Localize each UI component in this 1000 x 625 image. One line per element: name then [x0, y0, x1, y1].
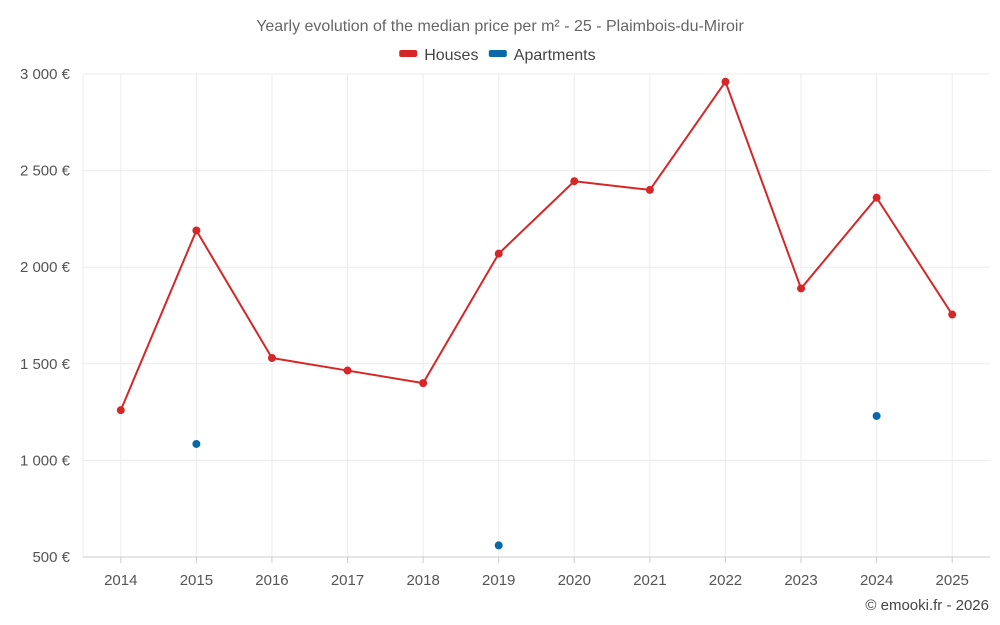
y-tick-label: 1 500 € — [20, 356, 71, 373]
x-tick-label: 2018 — [406, 572, 439, 589]
legend[interactable]: Houses Apartments — [399, 47, 596, 64]
x-tick-label: 2024 — [860, 572, 893, 589]
apartments-point-2019[interactable] — [494, 541, 503, 550]
legend-label-apartments: Apartments — [514, 47, 596, 64]
x-tick-label: 2015 — [180, 572, 213, 589]
houses-point-2024[interactable] — [872, 193, 881, 202]
x-tick-label: 2021 — [633, 572, 666, 589]
houses-point-2021[interactable] — [645, 185, 654, 194]
series-layer — [116, 77, 957, 550]
houses-point-2025[interactable] — [948, 310, 957, 319]
y-tick-label: 1 000 € — [20, 452, 71, 469]
houses-series-line — [119, 80, 954, 411]
x-tick-label: 2016 — [255, 572, 288, 589]
credit-text: © emooki.fr - 2026 — [865, 597, 989, 614]
houses-point-2020[interactable] — [570, 177, 579, 186]
houses-point-2022[interactable] — [721, 77, 730, 86]
grid-layer — [83, 73, 990, 557]
apartments-point-2024[interactable] — [872, 411, 881, 420]
y-tick-label: 2 000 € — [20, 259, 71, 276]
houses-point-2019[interactable] — [494, 249, 503, 258]
legend-swatch-apartments — [488, 50, 507, 57]
x-tick-label: 2014 — [104, 572, 137, 589]
houses-point-2023[interactable] — [797, 284, 806, 293]
y-tick-label: 2 500 € — [20, 163, 71, 180]
y-tick-label: 3 000 € — [20, 66, 71, 83]
legend-item-apartments[interactable]: Apartments — [488, 47, 596, 64]
x-tick-label: 2020 — [558, 572, 591, 589]
legend-label-houses: Houses — [424, 47, 478, 64]
houses-point-2017[interactable] — [343, 366, 352, 375]
houses-point-2016[interactable] — [267, 354, 276, 363]
chart-title: Yearly evolution of the median price per… — [256, 18, 744, 35]
axis-layer: 500 € 1 000 € 1 500 € 2 000 € 2 500 € 3 000 €… — [20, 66, 990, 589]
y-tick-label: 500 € — [32, 549, 70, 566]
houses-point-2014[interactable] — [116, 406, 125, 415]
x-tick-label: 2023 — [784, 572, 817, 589]
houses-point-2015[interactable] — [192, 226, 201, 235]
apartments-point-2015[interactable] — [192, 439, 201, 448]
legend-item-houses[interactable]: Houses — [399, 47, 478, 64]
houses-point-2018[interactable] — [419, 379, 428, 388]
x-tick-label: 2025 — [936, 572, 969, 589]
x-tick-label: 2022 — [709, 572, 742, 589]
x-tick-label: 2017 — [331, 572, 364, 589]
legend-swatch-houses — [399, 50, 418, 57]
x-tick-label: 2019 — [482, 572, 515, 589]
